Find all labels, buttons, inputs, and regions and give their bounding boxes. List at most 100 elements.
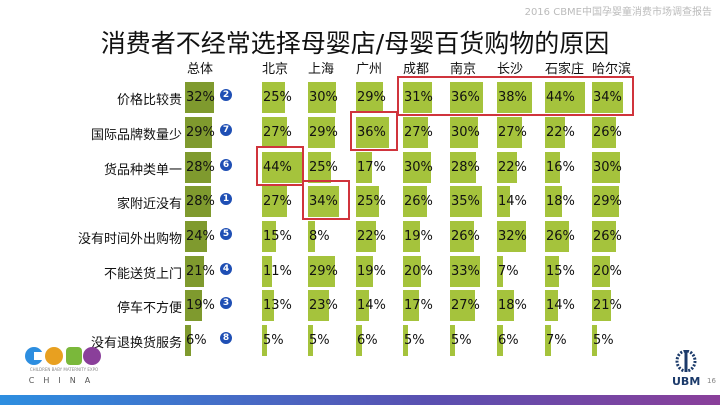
city-bar	[262, 221, 276, 252]
value-label: 25%	[357, 194, 386, 209]
city-bar	[262, 82, 285, 113]
ubm-text: UBM	[672, 375, 701, 388]
svg-text:CHINA: CHINA	[29, 376, 99, 385]
total-bar	[185, 152, 211, 183]
city-bar	[450, 82, 484, 113]
value-label: 19%	[404, 229, 433, 244]
city-bar	[356, 221, 377, 252]
value-label: 19%	[357, 264, 386, 279]
rank-badge: 3	[220, 297, 232, 309]
value-label: 22%	[546, 125, 575, 140]
value-label: 29%	[357, 90, 386, 105]
value-label: 30%	[451, 125, 480, 140]
value-label: 38%	[498, 90, 527, 105]
row-label: 没有时间外出购物	[77, 232, 182, 247]
city-bar	[356, 325, 362, 356]
city-bar	[403, 117, 428, 148]
city-bar	[262, 290, 274, 321]
city-bar	[450, 325, 455, 356]
value-label: 29%	[309, 264, 338, 279]
row-label: 没有退换货服务	[90, 336, 182, 351]
city-bar	[356, 152, 372, 183]
city-bar	[308, 117, 335, 148]
city-bar	[308, 221, 316, 252]
value-label: 5%	[451, 333, 472, 348]
total-bar	[185, 82, 215, 113]
city-bar	[308, 290, 330, 321]
city-bar	[356, 117, 390, 148]
cbme-logo: CHILDREN BABY MATERNITY EXPO CHINA	[24, 342, 104, 391]
city-bar	[450, 186, 483, 217]
value-label: 30%	[404, 160, 433, 175]
total-bar	[185, 117, 212, 148]
page-number: 16	[707, 377, 716, 385]
value-label: 17%	[404, 298, 433, 313]
value-label: 5%	[263, 333, 284, 348]
city-bar	[403, 256, 422, 287]
city-bar	[450, 152, 476, 183]
city-bar	[403, 290, 419, 321]
value-label: 31%	[404, 90, 433, 105]
city-bar	[497, 256, 504, 287]
value-label: 15%	[546, 264, 575, 279]
rank-badge: 1	[220, 193, 232, 205]
column-header: 上海	[308, 62, 335, 77]
value-label: 7%	[498, 264, 519, 279]
value-label: 27%	[498, 125, 527, 140]
value-label: 8%	[309, 229, 330, 244]
page-title: 消费者不经常选择母婴店/母婴百货购物的原因	[100, 29, 610, 58]
svg-text:CHILDREN BABY MATERNITY EXPO: CHILDREN BABY MATERNITY EXPO	[30, 367, 98, 372]
value-label: 35%	[451, 194, 480, 209]
column-header: 石家庄	[545, 62, 585, 77]
rank-badge: 2	[220, 89, 232, 101]
rank-badge: 6	[220, 159, 232, 171]
value-label: 26%	[404, 194, 433, 209]
city-bar	[592, 152, 620, 183]
row-label: 国际品牌数量少	[90, 128, 182, 143]
value-label: 26%	[451, 229, 480, 244]
value-label: 5%	[593, 333, 614, 348]
city-bar	[308, 186, 340, 217]
value-label: 29%	[309, 125, 338, 140]
value-label: 25%	[263, 90, 292, 105]
value-label: 25%	[309, 160, 338, 175]
value-label: 6%	[498, 333, 519, 348]
bottom-gradient-bar	[0, 395, 720, 405]
city-bar	[262, 117, 287, 148]
total-bar	[185, 186, 211, 217]
value-label: 17%	[357, 160, 386, 175]
city-bar	[592, 82, 624, 113]
city-bar	[356, 186, 379, 217]
row-label: 停车不方便	[116, 301, 182, 316]
value-label: 14%	[546, 298, 575, 313]
city-bar	[356, 290, 369, 321]
city-bar	[592, 256, 611, 287]
value-label: 24%	[186, 229, 215, 244]
rank-badge: 8	[220, 332, 232, 344]
value-label: 28%	[451, 160, 480, 175]
highlight-box	[302, 180, 350, 220]
city-bar	[403, 152, 431, 183]
city-bar	[545, 325, 552, 356]
value-label: 13%	[263, 298, 292, 313]
column-header: 成都	[403, 62, 430, 77]
value-label: 7%	[546, 333, 567, 348]
city-bar	[262, 325, 267, 356]
value-label: 30%	[593, 160, 622, 175]
city-bar	[545, 290, 558, 321]
highlight-box	[397, 76, 634, 116]
value-label: 20%	[593, 264, 622, 279]
city-bar	[592, 290, 612, 321]
city-bar	[497, 221, 527, 252]
rank-badge: 7	[220, 124, 232, 136]
rank-badge: 4	[220, 263, 232, 275]
city-bar	[308, 256, 335, 287]
city-bar	[356, 256, 374, 287]
city-bar	[497, 290, 514, 321]
value-label: 27%	[263, 194, 292, 209]
value-label: 16%	[546, 160, 575, 175]
city-bar	[403, 221, 421, 252]
column-header: 哈尔滨	[592, 62, 632, 77]
value-label: 14%	[357, 298, 386, 313]
city-bar	[592, 117, 616, 148]
